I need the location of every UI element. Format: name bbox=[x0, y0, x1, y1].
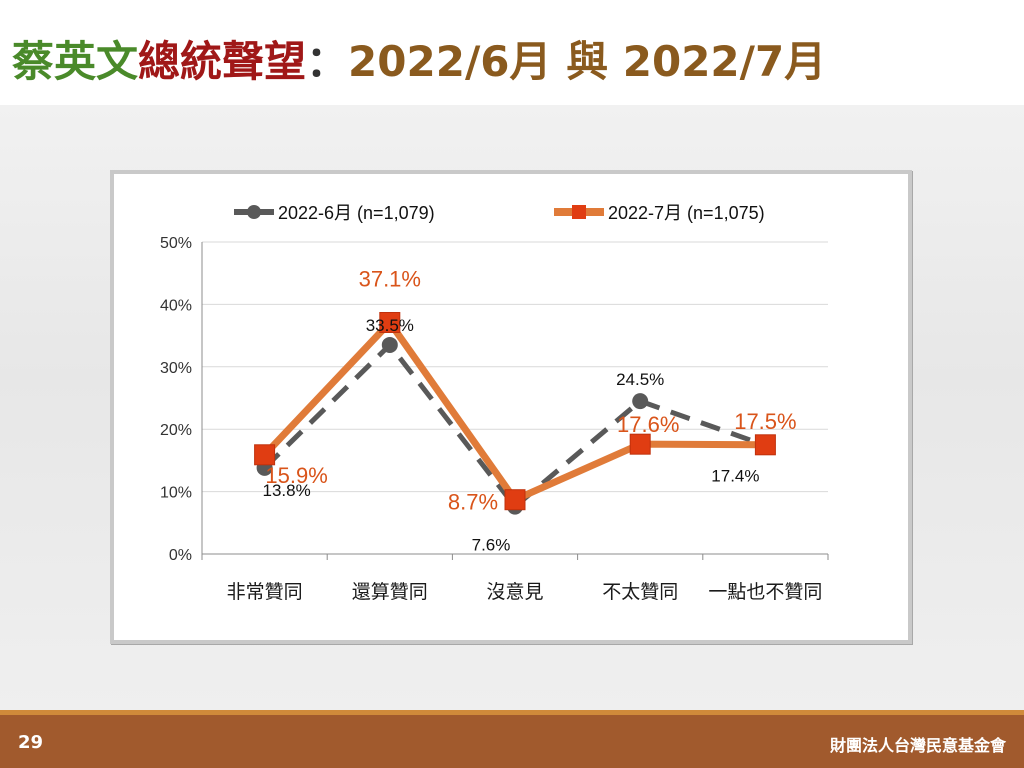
data-label-2022-6: 13.8% bbox=[262, 481, 310, 500]
organization-name: 財團法人台灣民意基金會 bbox=[829, 736, 1006, 755]
page-number: 29 bbox=[18, 732, 44, 753]
title-colon: ： bbox=[306, 37, 349, 86]
data-label-2022-7: 17.6% bbox=[617, 412, 679, 437]
chart-frame: 0% 10% 20% 30% 40% 50% 非常贊同 還算贊同 沒意見 不太贊同 一點也不贊同 13… bbox=[110, 170, 912, 644]
point-2022-7 bbox=[254, 444, 276, 466]
y-tick-label: 50% bbox=[160, 235, 192, 252]
x-category-label: 不太贊同 bbox=[602, 581, 678, 603]
point-2022-7 bbox=[504, 489, 526, 511]
legend-label-2022-7: 2022-7月 (n=1,075) bbox=[608, 203, 765, 223]
title-name: 蔡英文 bbox=[12, 37, 139, 86]
title-topic: 總統聲望 bbox=[138, 37, 307, 86]
y-tick-label: 0% bbox=[169, 547, 192, 564]
slide-title: 蔡英文總統聲望：2022/6月 與 2022/7月 bbox=[12, 28, 826, 89]
x-category-label: 還算贊同 bbox=[352, 581, 428, 603]
point-2022-7 bbox=[379, 311, 401, 333]
data-label-2022-6: 17.4% bbox=[711, 466, 759, 485]
line-chart: 0% 10% 20% 30% 40% 50% 非常贊同 還算贊同 沒意見 不太贊同 一點也不贊同 13… bbox=[160, 203, 829, 603]
data-label-2022-7: 8.7% bbox=[448, 490, 498, 515]
footer-bar bbox=[0, 710, 1024, 768]
footer-accent-line bbox=[0, 710, 1024, 715]
point-2022-6 bbox=[632, 393, 649, 410]
data-label-2022-7: 37.1% bbox=[359, 266, 421, 291]
point-2022-6 bbox=[381, 336, 398, 353]
point-2022-7 bbox=[629, 433, 651, 455]
legend-label-2022-6: 2022-6月 (n=1,079) bbox=[278, 203, 435, 223]
y-tick-label: 40% bbox=[160, 297, 192, 314]
data-label-2022-6: 33.5% bbox=[366, 316, 414, 335]
data-label-2022-7: 15.9% bbox=[265, 463, 327, 488]
y-tick-label: 10% bbox=[160, 485, 192, 502]
data-label-2022-6: 7.6% bbox=[472, 536, 511, 555]
legend-marker-2022-7 bbox=[572, 205, 586, 219]
x-category-label: 非常贊同 bbox=[227, 581, 303, 603]
legend-marker-2022-6 bbox=[247, 205, 261, 219]
title-period: 2022/6月 與 2022/7月 bbox=[348, 37, 827, 86]
series-line-2022-6 bbox=[262, 342, 767, 510]
x-category-label: 一點也不贊同 bbox=[708, 581, 822, 603]
point-2022-7 bbox=[754, 434, 776, 456]
title-bar: 蔡英文總統聲望：2022/6月 與 2022/7月 bbox=[0, 0, 1024, 105]
y-tick-label: 30% bbox=[160, 360, 192, 377]
x-category-label: 沒意見 bbox=[486, 581, 543, 603]
data-label-2022-6: 24.5% bbox=[616, 370, 664, 389]
y-tick-label: 20% bbox=[160, 422, 192, 439]
data-label-2022-7: 17.5% bbox=[734, 409, 796, 434]
